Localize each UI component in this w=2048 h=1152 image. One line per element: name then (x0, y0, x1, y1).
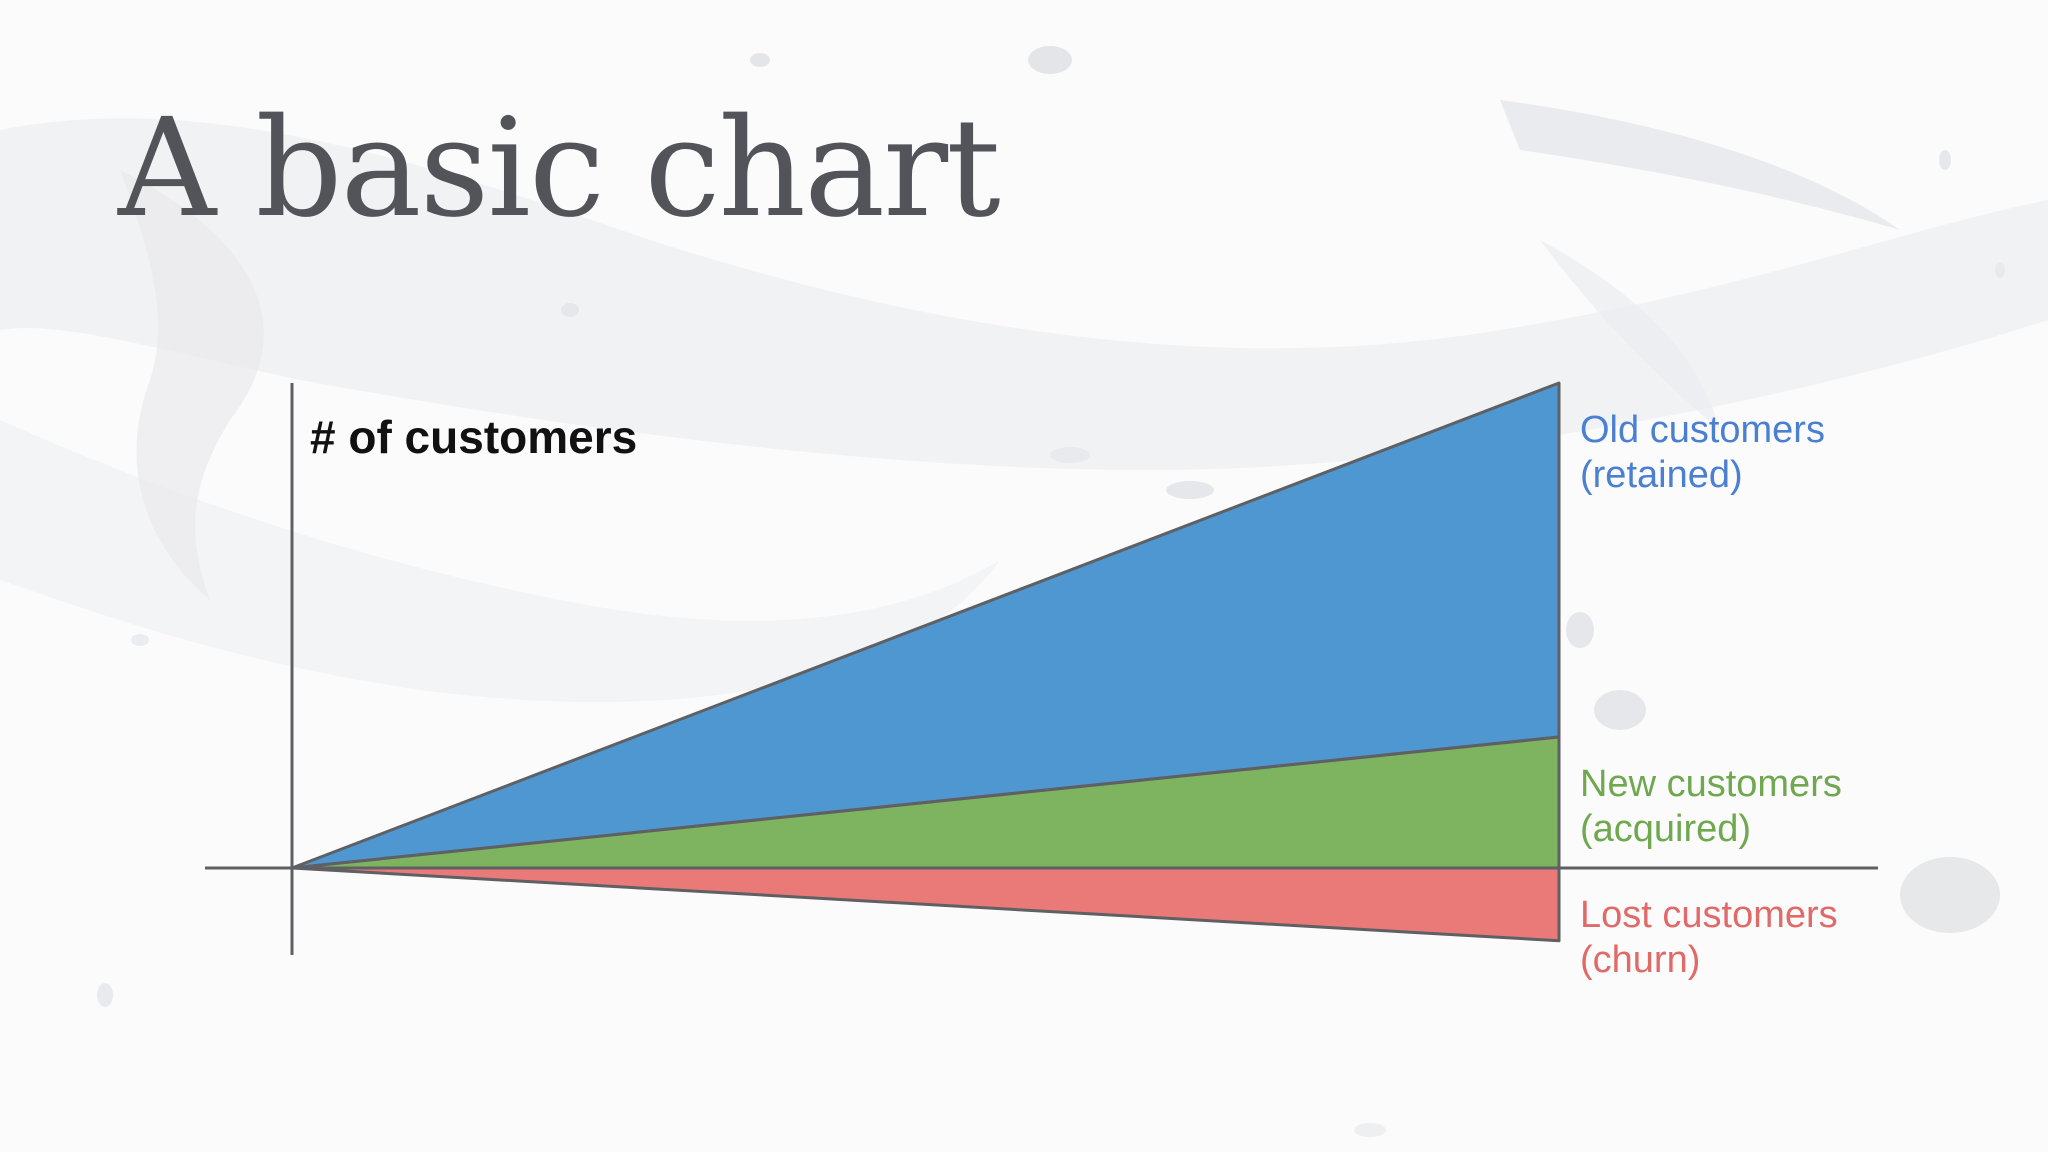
brush-stroke (0, 118, 2048, 471)
brush-stroke (0, 420, 1000, 703)
paint-blot (1900, 857, 2000, 933)
paint-blot (1594, 690, 1646, 730)
paint-blot (1166, 481, 1214, 499)
brush-stroke (120, 170, 264, 600)
paint-blot (131, 634, 149, 646)
series-label-line: (acquired) (1580, 808, 1751, 850)
paint-blot (1939, 150, 1951, 170)
y-axis-title: # of customers (310, 411, 637, 463)
series-area-2 (290, 866, 1561, 943)
paint-blot (97, 983, 113, 1007)
paint-blot (561, 303, 579, 317)
page-title: A basic chart (118, 90, 1001, 248)
paint-blot (1995, 262, 2005, 278)
paint-blot (1354, 1123, 1386, 1137)
series-label-line: (retained) (1580, 454, 1743, 496)
series-label-1: New customers (acquired) (1580, 763, 1842, 850)
series-label-line: Lost customers (1580, 894, 1838, 936)
brush-stroke (1500, 100, 1900, 230)
paint-blot (1050, 447, 1090, 463)
paint-blot (750, 53, 770, 67)
series-label-line: (churn) (1580, 939, 1700, 981)
series-label-0: Old customers (retained) (1580, 409, 1825, 496)
series-label-line: Old customers (1580, 409, 1825, 451)
series-label-2: Lost customers (churn) (1580, 894, 1838, 981)
paint-blot (1028, 46, 1072, 74)
brush-stroke (1540, 240, 1720, 430)
paint-blot (1566, 612, 1594, 648)
series-label-line: New customers (1580, 763, 1842, 805)
